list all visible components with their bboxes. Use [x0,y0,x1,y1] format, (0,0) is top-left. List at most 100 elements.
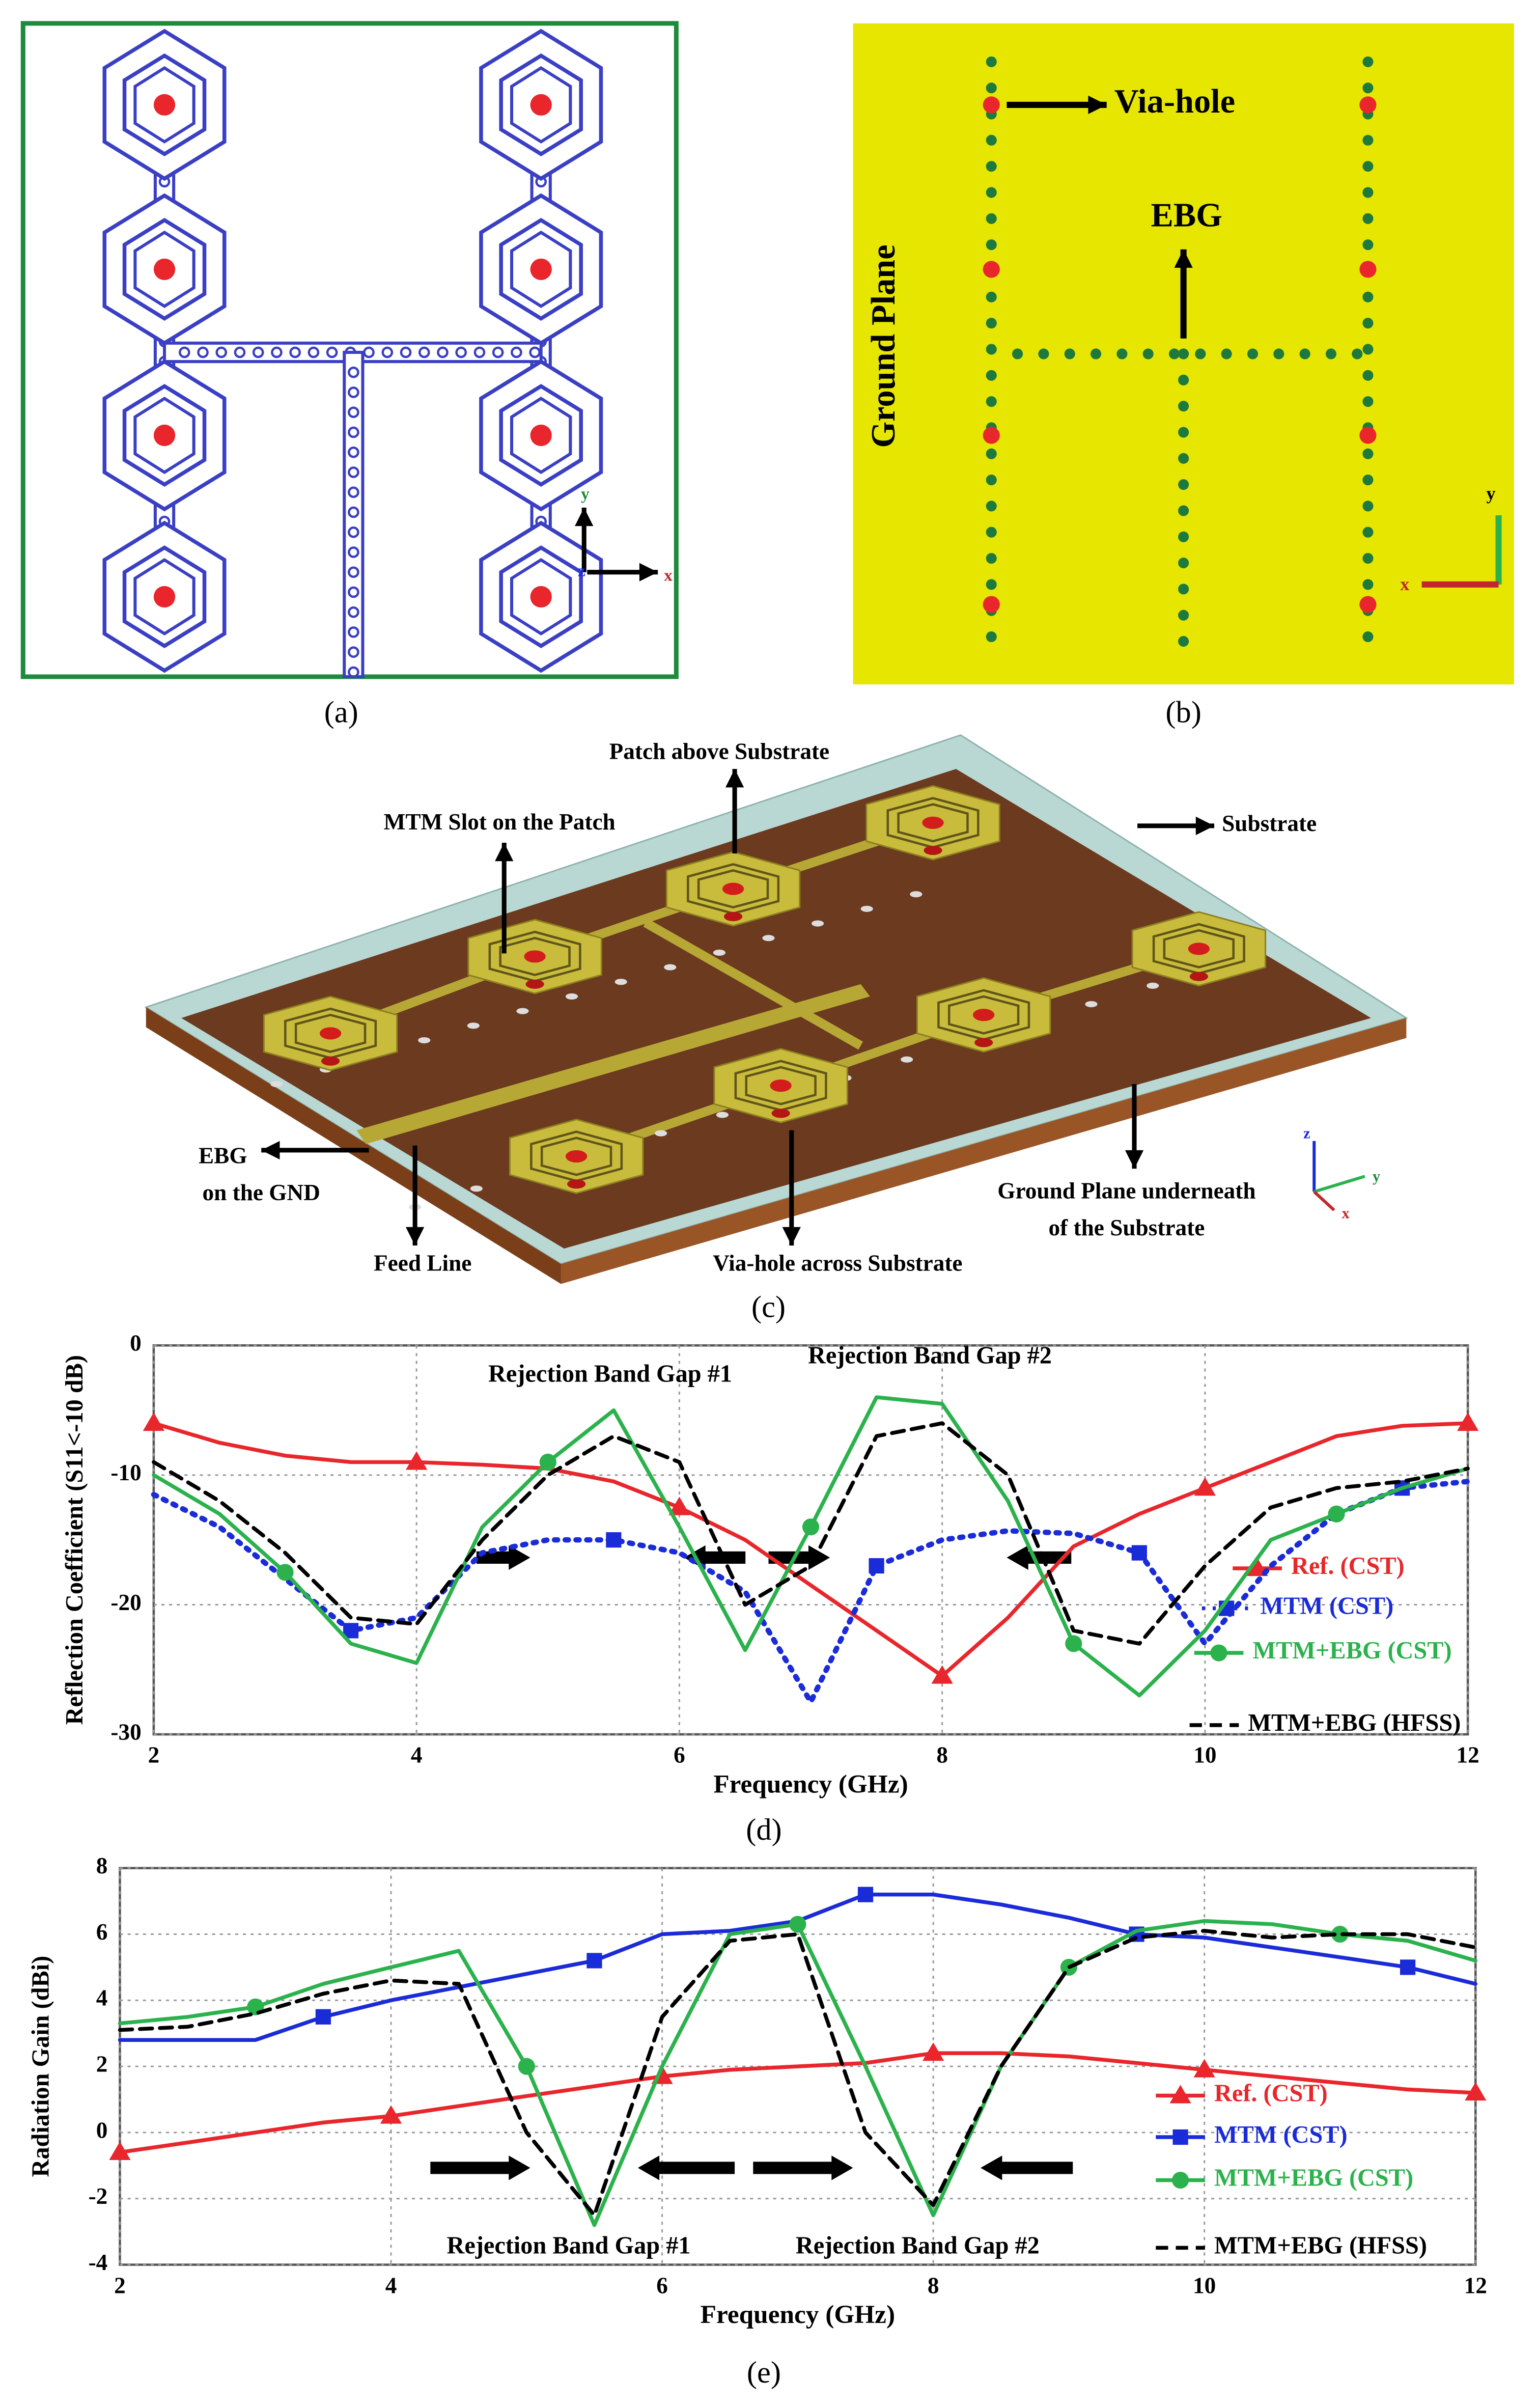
chart: 2 4 6 8 10 12 -4 -2 0 2 4 6 8 Frequency (GHz) Radiatio… [27,1853,1487,2329]
via [153,94,176,116]
hex [510,66,572,144]
panel-label: (b) [1165,695,1201,729]
via [153,586,176,608]
ebg-dot [1362,527,1374,538]
ebg-dot [1178,453,1189,464]
ebg-dot [1178,584,1189,595]
via [197,346,209,358]
hex [510,558,572,636]
y-tick-label: -20 [110,1590,141,1615]
x-axis-label: Frequency (GHz) [701,2300,895,2329]
legend-label: MTM+EBG (HFSS) [1248,1709,1461,1736]
via [983,596,1000,613]
via-hole [762,935,775,942]
axis-label: z [578,561,585,580]
y-axis-label: Radiation Gain (dBi) [27,1956,54,2177]
panel-b [983,56,1502,647]
ebg-dot [1178,479,1189,490]
arrow-head [1125,1150,1144,1169]
label: Via-hole [1114,83,1235,120]
ebg-dot [1362,448,1374,459]
marker [857,1887,874,1902]
via [1189,972,1208,981]
x-tick-label: 12 [1464,2273,1487,2298]
hex [133,558,195,636]
ebg-dot [1178,610,1189,621]
slot [897,803,969,843]
ebg-dot [986,134,997,146]
via-hole [1085,1001,1098,1008]
y-tick-label: -2 [89,2183,108,2209]
ebg-dot [986,56,997,67]
y-tick-label: 8 [96,1853,108,1878]
label: Ground Plane [865,244,902,448]
x-tick-label: 12 [1457,1742,1479,1768]
via [974,1038,993,1047]
slot [294,1013,367,1053]
panel-a [102,29,658,679]
axis-label: z [1303,1125,1310,1142]
via [153,258,176,281]
y-tick-label: 4 [96,1985,108,2011]
hex [122,383,207,487]
annotation: Rejection Band Gap #2 [808,1342,1052,1369]
via-hole [467,1022,480,1029]
marker [406,1451,428,1470]
x-tick-label: 2 [114,2273,126,2298]
hex [133,396,195,475]
via [348,466,359,478]
ebg-dot [986,501,997,512]
marker [380,2105,402,2124]
arrow-head [575,507,594,527]
ebg-dot [986,187,997,198]
via [348,446,359,458]
via [271,346,283,358]
via [348,646,359,658]
series-line [118,2051,1478,2154]
ebg-dot [986,370,997,381]
ebg-dot [1362,56,1374,67]
ebg-dot [1178,427,1189,438]
hex [499,545,583,649]
ebg-dot [1221,348,1232,359]
via-hole [860,905,873,912]
via-hole [516,1008,529,1014]
via [530,258,552,281]
via [348,506,359,518]
via [326,346,338,358]
legend-label: Ref. (CST) [1214,2080,1328,2107]
via [1359,261,1377,278]
via [289,346,301,358]
ebg-dot [1362,631,1374,643]
marker [869,1558,884,1574]
arrow-head [406,1227,425,1246]
marker [539,1453,556,1471]
via-hole [716,1112,729,1118]
via [348,546,359,558]
slot [1163,929,1235,968]
arrow-head [639,563,658,582]
via [348,566,359,578]
legend-label: MTM+EBG (CST) [1252,1637,1451,1664]
ebg-dot [986,291,997,302]
ebg-dot [986,527,997,538]
ebg-dot [1178,374,1189,385]
ebg-dot [986,344,997,355]
via [381,346,394,358]
axis [1313,1191,1335,1211]
ebg-dot [1090,348,1102,359]
x-tick-label: 8 [936,1742,948,1768]
y-tick-label: -4 [89,2250,108,2275]
label: Substrate [1222,811,1317,836]
marker [1194,1477,1216,1496]
annotation: Rejection Band Gap #1 [488,1361,732,1388]
ebg-dot [1352,348,1363,359]
via [530,424,552,447]
via [924,846,942,855]
via-hole [664,964,677,971]
ebg-dot [1178,635,1189,647]
axis [1314,1175,1365,1194]
y-tick-label: -10 [110,1460,141,1485]
via [983,96,1000,114]
via [723,911,743,922]
